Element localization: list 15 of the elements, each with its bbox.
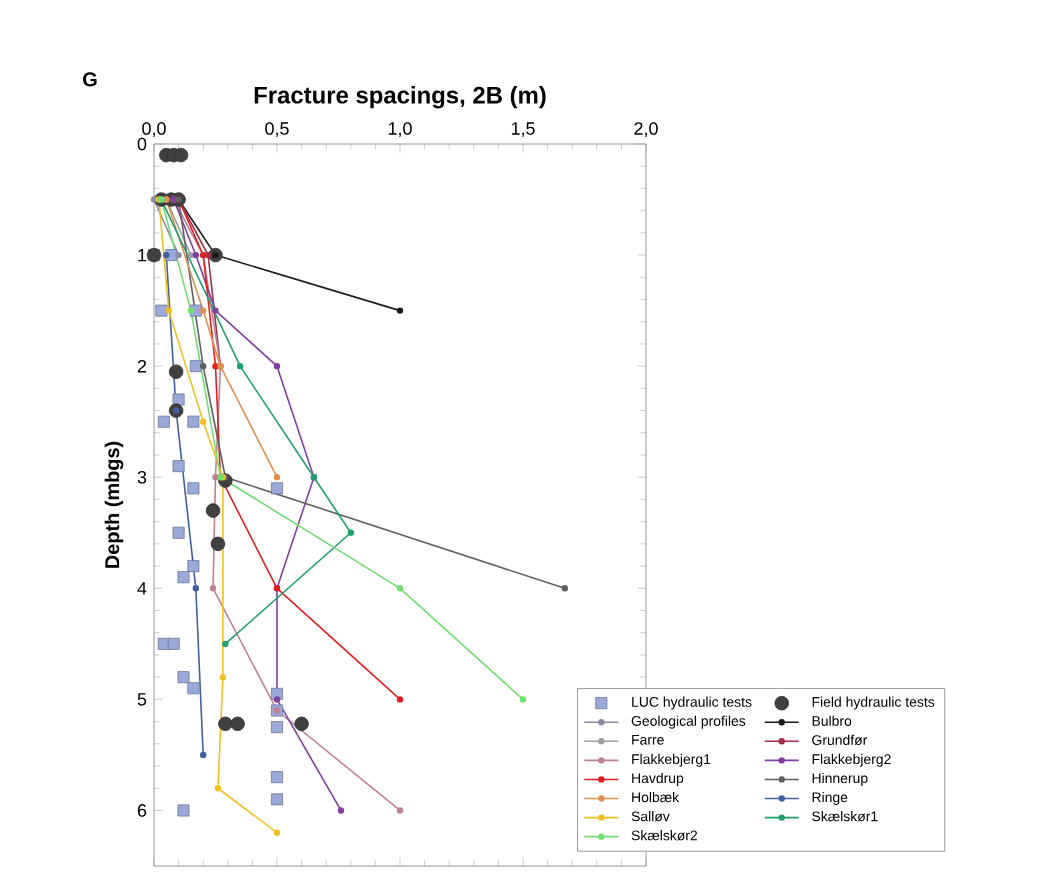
y-tick-label: 3 bbox=[137, 470, 147, 484]
x-tick-label: 0,5 bbox=[265, 122, 289, 137]
text: G bbox=[83, 72, 97, 87]
y-axis-title: Depth (mbgs) bbox=[104, 441, 124, 568]
x-tick-label: 1,5 bbox=[511, 122, 535, 137]
y-tick-label: 1 bbox=[138, 248, 147, 262]
x-tick-label: 2,0 bbox=[634, 122, 658, 137]
y-tick-label: 5 bbox=[137, 693, 147, 706]
y-tick-label: 2 bbox=[137, 359, 147, 373]
x-tick-label: 1,0 bbox=[388, 122, 412, 137]
x-axis-title: Fracture spacings, 2B (m) bbox=[254, 86, 546, 109]
y-tick-label: 4 bbox=[137, 582, 147, 595]
y-tick-label: 0 bbox=[137, 137, 147, 151]
x-tick-label: 0,0 bbox=[142, 122, 166, 137]
y-tick-label: 6 bbox=[137, 804, 147, 817]
